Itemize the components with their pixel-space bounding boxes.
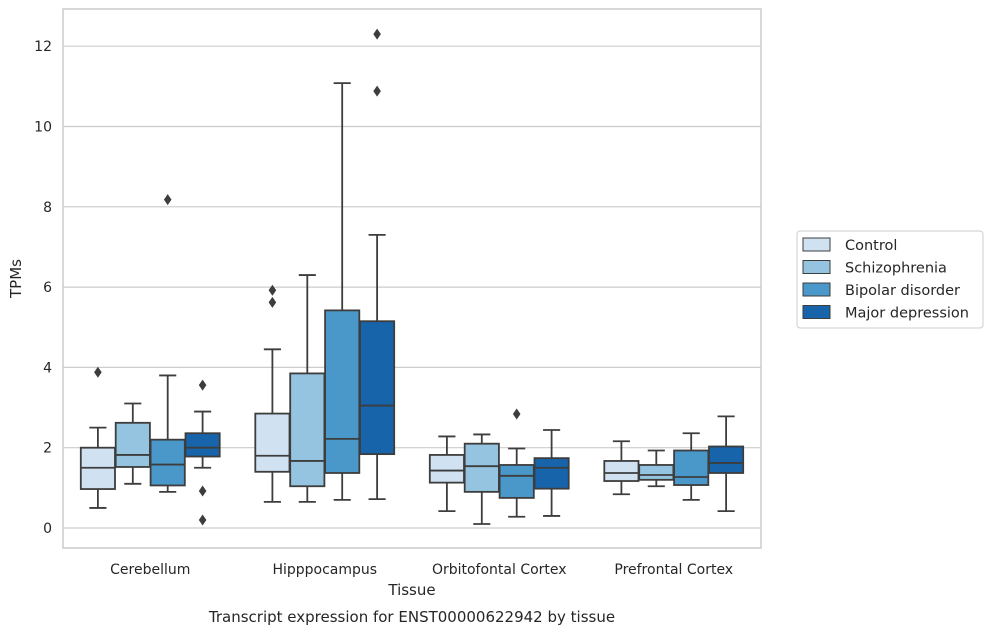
box-prefrontal-cortex-schizophrenia [638,449,675,488]
plot-frame [62,8,762,549]
box-prefrontal-cortex-bipolar-disorder [673,432,710,501]
box-orbitofontal-cortex-schizophrenia [463,433,500,525]
x-tick-labels: Cerebellum Hipppocampus Orbitofontal Corte… [110,562,733,578]
outlier-point [94,366,102,378]
box-body [254,412,291,473]
outlier-point [198,379,207,391]
box-body [498,464,535,499]
box-hipppocampus-major-depression [359,28,396,500]
chart-title: Transcript expression for ENST0000062294… [208,608,615,626]
box-cerebellum-bipolar-disorder [149,194,186,493]
box-hipppocampus-control [254,284,291,503]
y-tick-label-10: 10 [34,120,52,136]
box-body [114,421,151,468]
outlier-point [512,408,521,420]
y-tick-label-6: 6 [43,280,52,296]
x-tick-label-hipppocampus: Hipppocampus [272,562,377,578]
box-prefrontal-cortex-control [603,440,640,496]
outlier-point [373,28,381,40]
box-body [359,320,396,456]
legend-swatch [802,305,831,319]
legend-item-major-depression: Major depression [802,305,969,322]
x-tick-label-cerebellum: Cerebellum [110,562,190,578]
box-orbitofontal-cortex-bipolar-disorder [498,408,535,518]
y-tick-labels: 0 2 4 6 8 10 12 [34,39,52,537]
x-tick-label-orbitofontal-cortex: Orbitofontal Cortex [432,562,567,578]
box-cerebellum-control [79,366,116,509]
boxes [79,28,745,526]
box-body [533,457,570,490]
box-prefrontal-cortex-major-depression [708,415,745,513]
outlier-point [198,514,207,526]
box-body [463,442,500,493]
legend-swatch [802,237,831,252]
legend-label: Major depression [845,306,969,322]
box-hipppocampus-schizophrenia [289,274,326,503]
y-tick-label-8: 8 [43,200,52,216]
box-hipppocampus-bipolar-disorder [324,82,361,501]
x-axis-title: Tissue [387,581,435,599]
y-tick-label-12: 12 [34,39,52,55]
legend-swatch [802,260,831,274]
outlier-point [373,85,381,97]
outlier-point [268,284,277,296]
y-tick-label-4: 4 [43,360,52,376]
box-body [708,445,745,474]
box-cerebellum-schizophrenia [114,402,151,485]
legend-label: Schizophrenia [845,261,947,277]
box-orbitofontal-cortex-major-depression [533,429,570,517]
y-axis-title: TPMs [7,259,25,299]
box-body [638,464,675,481]
outlier-point [163,194,172,206]
legend-item-control: Control [802,237,897,254]
box-body [289,372,326,488]
box-body [184,432,221,458]
legend-label: Control [845,238,897,254]
box-body [603,460,640,482]
legend: Control Schizophrenia Bipolar disorder Majo… [796,230,984,329]
box-cerebellum-major-depression [184,379,221,526]
y-tick-label-2: 2 [43,441,52,457]
x-tick-label-prefrontal-cortex: Prefrontal Cortex [614,562,733,578]
y-tick-label-0: 0 [43,521,52,537]
box-body [673,449,710,486]
box-body [149,438,186,487]
outlier-point [198,485,207,497]
legend-frame [796,230,984,329]
legend-swatch [802,282,831,297]
legend-label: Bipolar disorder [845,283,960,299]
box-body [324,309,361,474]
outlier-point [268,296,277,308]
legend-item-bipolar-disorder: Bipolar disorder [802,282,960,299]
legend-item-schizophrenia: Schizophrenia [802,260,947,277]
box-body [428,454,465,484]
